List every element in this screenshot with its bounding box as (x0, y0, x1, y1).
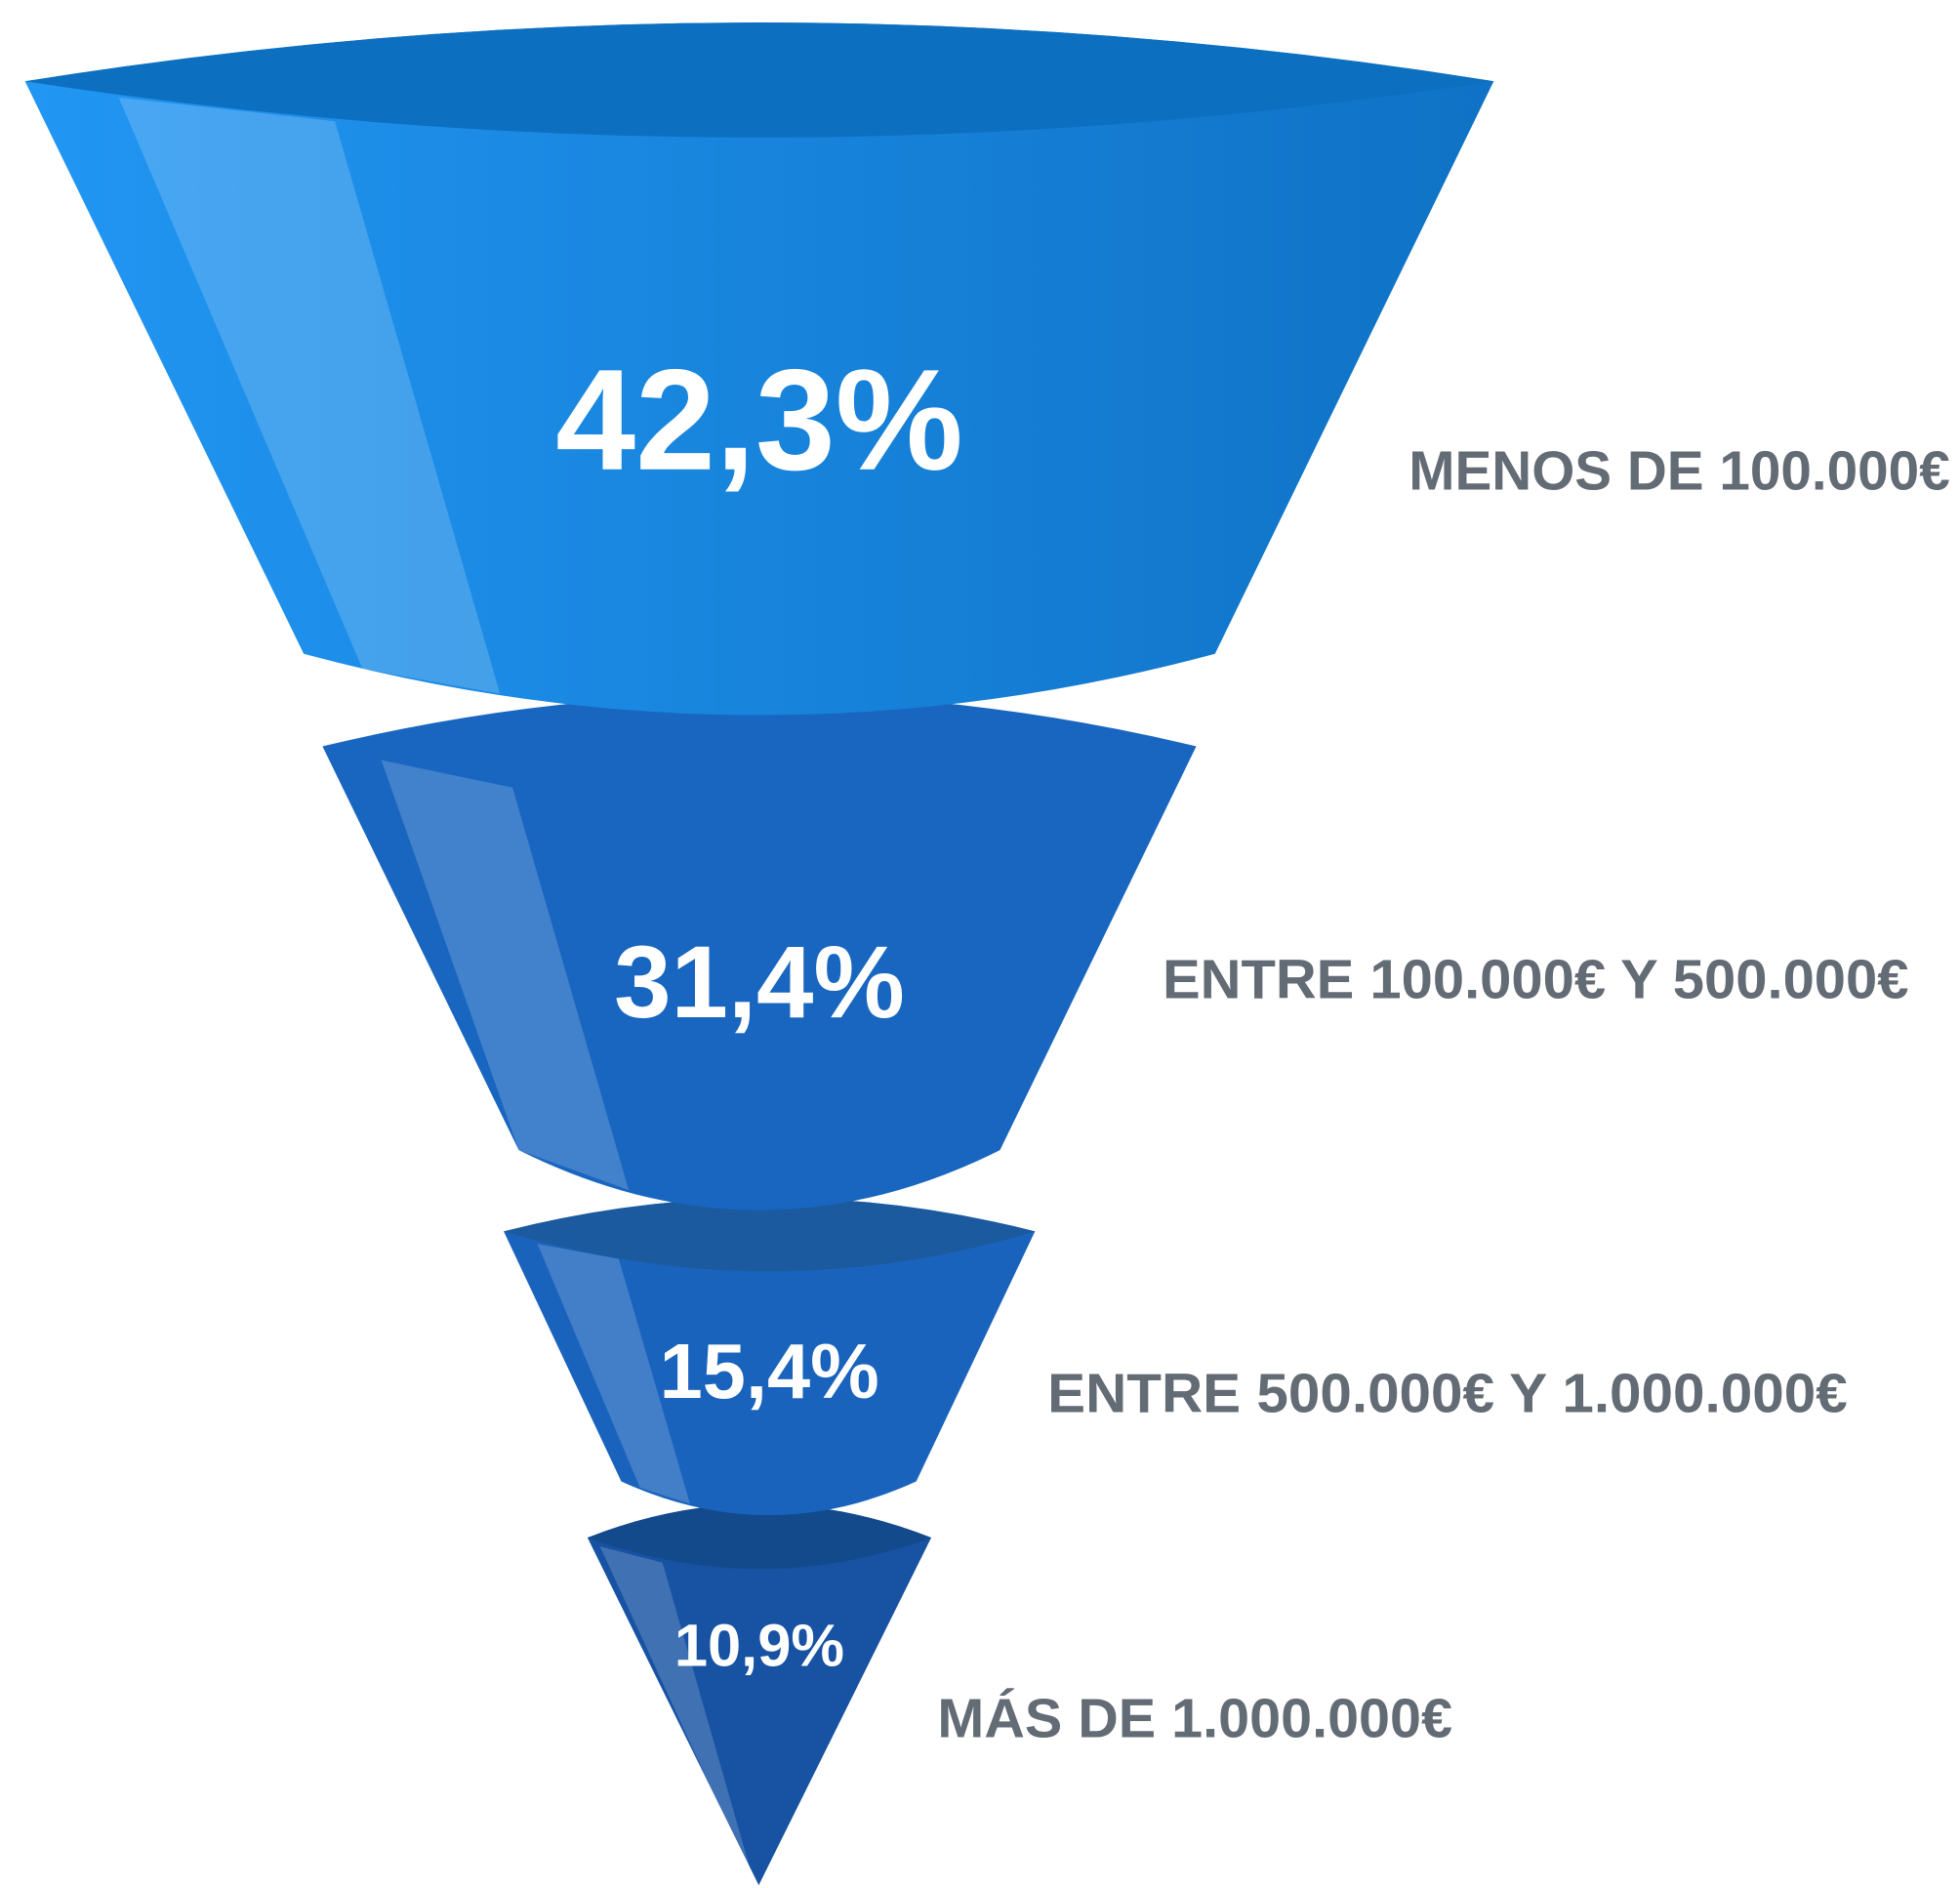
funnel-segment (24, 22, 1494, 716)
segment-top (24, 22, 1494, 138)
segment-top (587, 1503, 932, 1570)
segment-highlight (381, 759, 630, 1191)
value-label: 31,4% (614, 925, 905, 1040)
value-label: 15,4% (660, 1328, 879, 1415)
category-label: MÁS DE 1.000.000€ (937, 1688, 1452, 1749)
segment-top (504, 1197, 1036, 1272)
category-label: ENTRE 100.000€ Y 500.000€ (1163, 949, 1909, 1010)
plot: 10,9% MÁS DE 1.000.000€ 15,4% ENTRE 500.000… (24, 22, 1950, 1886)
category-label: ENTRE 500.000€ Y 1.000.000€ (1047, 1363, 1848, 1424)
segment-highlight (118, 97, 501, 694)
funnel-segment (587, 1503, 932, 1886)
funnel-segment (504, 1197, 1036, 1516)
value-label: 42,3% (555, 341, 963, 501)
segment-highlight (537, 1244, 690, 1504)
category-label: MENOS DE 100.000€ (1409, 440, 1949, 502)
value-label: 10,9% (674, 1613, 844, 1680)
funnel-segment (322, 693, 1197, 1211)
segment-highlight (599, 1546, 755, 1882)
